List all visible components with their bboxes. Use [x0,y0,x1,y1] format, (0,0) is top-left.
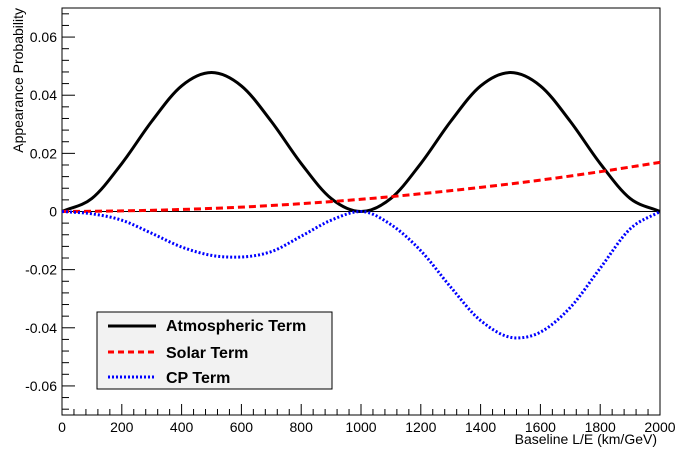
y-tick-label: 0.04 [30,87,57,103]
series-line-1 [61,160,661,213]
x-tick-label: 1800 [585,419,616,435]
y-tick-label: 0.06 [30,29,57,45]
x-axis-title: Baseline L/E (km/GeV) [515,431,657,447]
y-tick-label: 0.02 [30,145,57,161]
y-tick-label: -0.04 [25,320,57,336]
x-tick-label: 0 [58,419,66,435]
x-tick-label: 400 [170,419,194,435]
x-axis: 0 200 400 600 800 1000 1200 1400 1600 1800 2000 [58,404,676,435]
legend-label-solar: Solar Term [166,345,248,362]
y-axis-title: Appearance Probability [10,8,26,153]
y-tick-label: -0.06 [25,378,57,394]
x-tick-label: 200 [110,419,134,435]
y-axis: -0.06 -0.04 -0.02 0 0.02 0.04 0.06 [25,13,75,410]
y-tick-label: 0 [49,204,57,220]
legend: Atmospheric Term Solar Term CP Term [96,311,333,390]
legend-label-cp: CP Term [166,370,230,387]
x-tick-label: 1400 [465,419,496,435]
series-line-2 [61,210,661,340]
x-tick-label: 1000 [345,419,376,435]
x-tick-label: 2000 [644,419,675,435]
legend-label-atmospheric: Atmospheric Term [166,318,306,335]
y-tick-label: -0.02 [25,262,57,278]
x-tick-label: 1200 [405,419,436,435]
x-tick-label: 1600 [525,419,556,435]
x-tick-label: 600 [230,419,254,435]
x-tick-label: 800 [290,419,314,435]
series-layer [61,71,661,340]
